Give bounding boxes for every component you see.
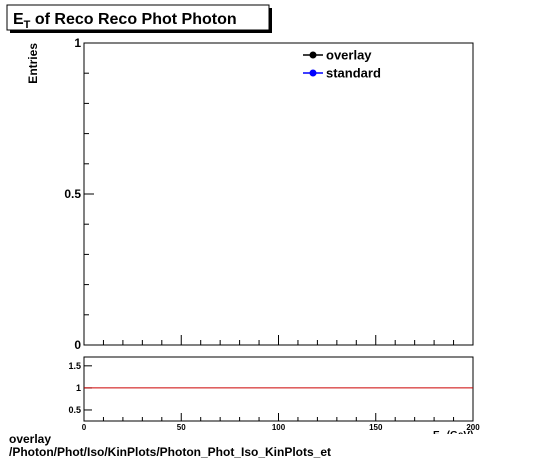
legend-label: overlay: [326, 48, 372, 63]
ratio-frame: [83, 356, 474, 422]
footer-line: overlay: [9, 432, 51, 446]
y-tick-label: 0.5: [64, 187, 81, 201]
y-tick-label: 0: [74, 338, 81, 352]
y-tick-label: 1.5: [68, 361, 81, 371]
legend-label: standard: [326, 66, 381, 81]
x-axis-label: ET (GeV): [433, 430, 473, 443]
y-axis-label: Entries: [26, 43, 40, 84]
chart-title: ET of Reco Reco Phot Photon: [13, 11, 237, 31]
x-tick-label: 100: [272, 423, 286, 432]
y-tick-label: 0.5: [68, 405, 81, 415]
y-tick-label: 1: [76, 383, 81, 393]
legend-marker: [309, 69, 317, 77]
x-tick-label: 0: [82, 423, 87, 432]
legend-marker: [309, 51, 317, 59]
x-tick-label: 50: [177, 423, 186, 432]
title-box: [6, 4, 270, 31]
plot-frame: [83, 42, 474, 346]
x-tick-label: 150: [369, 423, 383, 432]
y-tick-label: 1: [74, 36, 81, 50]
x-tick-label: 200: [466, 423, 480, 432]
footer-path: /Photon/Phot/Iso/KinPlots/Photon_Phot_Is…: [9, 445, 331, 459]
